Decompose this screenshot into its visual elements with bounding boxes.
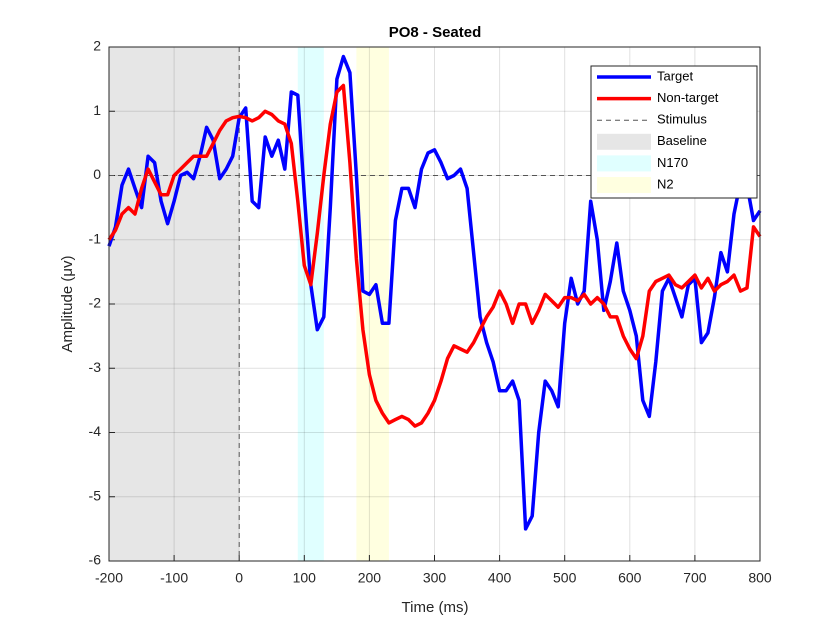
legend-swatch [597,177,651,193]
legend-swatch [597,155,651,172]
series-line [107,54,762,531]
legend-label: Non-target [657,90,719,105]
x-tick-label: 200 [358,570,382,586]
legend-label: Stimulus [657,112,707,127]
x-tick-label: 600 [618,570,642,586]
chart-title: PO8 - Seated [389,24,482,41]
x-tick-label: 800 [748,570,772,586]
x-axis-label: Time (ms) [402,599,469,616]
y-tick-label: 2 [93,38,101,54]
y-tick-label: 1 [93,102,101,118]
x-tick-label: 300 [423,570,447,586]
x-tick-label: 500 [553,570,577,586]
y-tick-label: -4 [89,423,102,439]
legend-label: N170 [657,155,688,170]
x-tick-label: 700 [683,570,707,586]
x-tick-label: -100 [160,570,188,586]
legend-label: Baseline [657,133,707,148]
y-tick-label: 0 [93,166,101,182]
x-tick-label: 400 [488,570,512,586]
y-tick-label: -3 [89,359,102,375]
x-tick-label: 100 [293,570,317,586]
y-tick-label: -5 [89,487,102,503]
legend-label: Target [657,68,694,83]
y-tick-label: -1 [89,230,102,246]
x-tick-label: -200 [95,570,123,586]
plot-border [108,46,761,562]
region [297,47,324,561]
y-tick-label: -6 [89,552,102,568]
x-tick-label: 0 [235,570,243,586]
legend-swatch [597,133,651,150]
legend-label: N2 [657,176,674,191]
legend-box [590,65,758,199]
series-line [107,83,762,428]
y-axis-label: Amplitude (μv) [59,255,76,352]
legend: Target Non-target Stimulus Baseline N170 N2 [590,65,758,199]
y-tick-label: -2 [89,295,102,311]
